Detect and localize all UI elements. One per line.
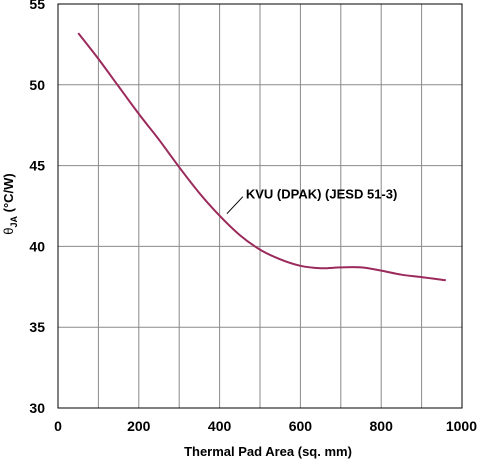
y-axis-label-subscript: JA [9,216,19,228]
y-tick-label: 30 [29,400,45,416]
x-tick-label: 200 [127,418,151,434]
annotation-label: KVU (DPAK) (JESD 51-3) [246,187,397,202]
y-tick-labels: 30 35 40 45 50 55 [29,0,45,416]
x-tick-label: 600 [289,418,313,434]
plot-frame [57,3,463,409]
y-tick-label: 35 [29,319,45,335]
x-tick-label: 400 [208,418,232,434]
y-tick-label: 40 [29,238,45,254]
x-tick-labels: 0 200 400 600 800 1000 [54,418,477,434]
y-axis-label: θJA (°C/W) [1,173,19,235]
y-tick-label: 50 [29,77,45,93]
y-axis-label-unit: (°C/W) [1,173,16,216]
annotation-leader [226,196,244,215]
x-tick-label: 1000 [446,418,477,434]
y-tick-label: 45 [29,158,45,174]
x-tick-label: 800 [370,418,394,434]
x-tick-label: 0 [54,418,62,434]
y-axis-label-symbol: θ [1,228,16,235]
x-axis-label: Thermal Pad Area (sq. mm) [184,444,352,459]
series-line [77,32,446,282]
y-tick-label: 55 [29,0,45,12]
grid [58,4,462,408]
